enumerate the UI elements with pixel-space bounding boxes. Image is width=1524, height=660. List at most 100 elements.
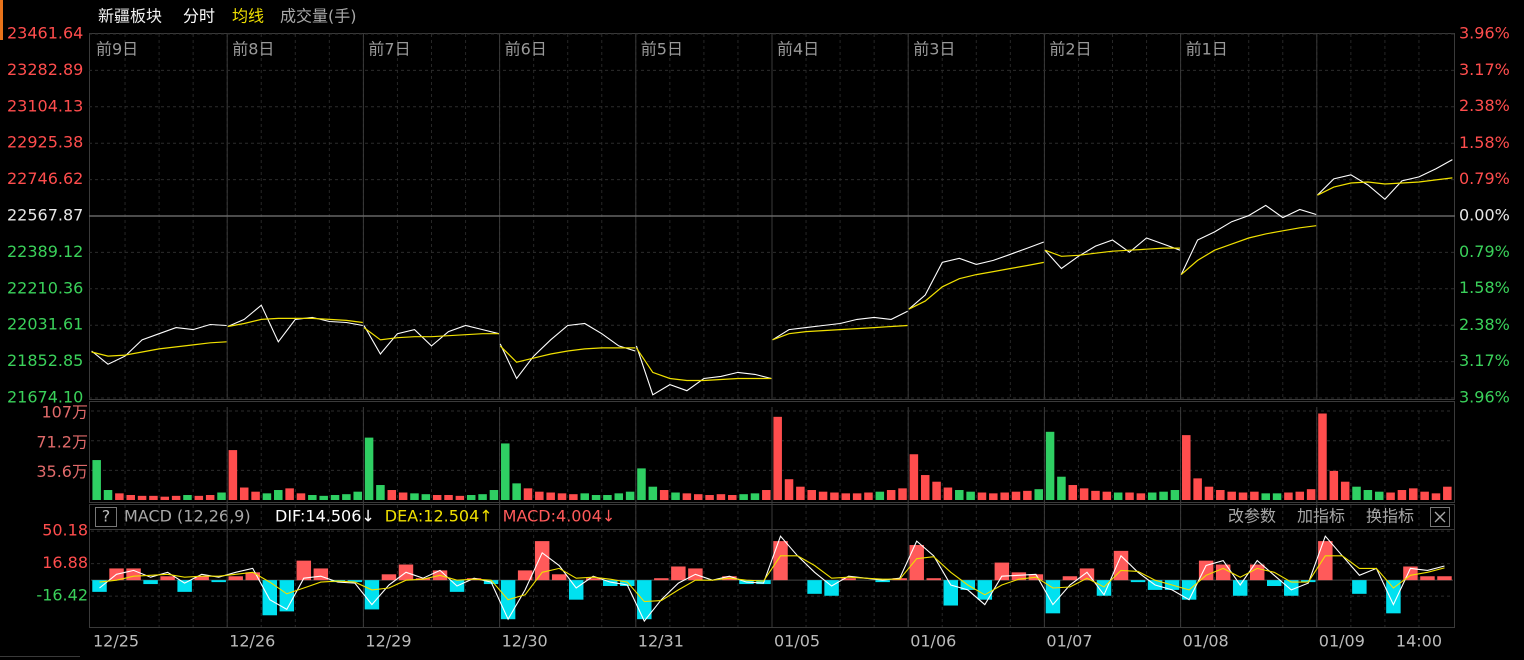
macd-bar	[211, 580, 226, 583]
y-tick-label: 50.18	[42, 521, 88, 540]
x-tick-label: 14:00	[1396, 632, 1442, 651]
y2-tick-label: 0.79%	[1459, 242, 1510, 261]
toolbar-button[interactable]: 加指标	[1297, 507, 1345, 526]
toolbar-button[interactable]: 改参数	[1228, 507, 1276, 526]
macd-bar	[1386, 580, 1401, 614]
volume-bar	[750, 493, 760, 500]
macd-bar	[313, 568, 329, 581]
volume-bar	[274, 490, 283, 500]
x-tick-label: 12/30	[502, 632, 548, 651]
volume-bar	[773, 416, 782, 500]
y2-tick-label: 1.58%	[1459, 133, 1510, 152]
close-button[interactable]	[1430, 507, 1450, 527]
volume-bar	[149, 495, 158, 500]
macd-bar	[1113, 550, 1129, 581]
volume-bar	[818, 491, 828, 500]
x-tick-label: 12/26	[229, 632, 275, 651]
day-label: 前3日	[913, 40, 955, 59]
macd-bar	[262, 580, 277, 616]
y2-tick-label: 0.00%	[1459, 206, 1510, 225]
macd-bar	[586, 578, 601, 581]
macd-bar	[568, 580, 584, 600]
volume-bar	[841, 493, 851, 500]
help-button[interactable]	[95, 507, 117, 527]
y-tick-label: -16.42	[36, 586, 88, 605]
volume-bar	[739, 494, 748, 500]
y-tick-label: 21852.85	[7, 351, 83, 370]
volume-title: 成交量(手)	[280, 7, 357, 26]
y-tick-label: 107万	[41, 403, 88, 422]
volume-bar	[1057, 476, 1066, 500]
volume-bar	[1023, 490, 1032, 500]
volume-bar	[398, 492, 408, 500]
volume-bar	[864, 492, 873, 500]
macd-title: MACD (12,26,9)	[124, 507, 251, 526]
volume-bar	[886, 490, 896, 500]
volume-bar	[444, 495, 453, 500]
volume-bar	[1068, 485, 1078, 500]
x-tick-label: 01/05	[774, 632, 820, 651]
macd-bar	[1011, 572, 1027, 581]
volume-bar	[625, 491, 635, 500]
macd-bar	[194, 576, 209, 581]
macd-bar	[977, 580, 993, 600]
macd-bar	[671, 566, 686, 581]
macd-bar	[364, 580, 380, 610]
volume-bar	[1113, 492, 1123, 500]
volume-bar	[1034, 489, 1043, 500]
macd-bar	[347, 580, 363, 583]
help-button-text[interactable]: ?	[102, 507, 111, 526]
volume-bar	[239, 487, 249, 500]
volume-bar	[943, 487, 953, 500]
macd-bar	[620, 580, 635, 587]
macd-bar	[994, 562, 1010, 581]
volume-bar	[1170, 490, 1180, 500]
volume-bar	[1159, 491, 1168, 500]
volume-bar	[92, 460, 101, 500]
macd-bar	[92, 580, 107, 592]
macd-bar	[909, 545, 924, 581]
volume-bar	[1193, 478, 1202, 500]
volume-bar	[421, 494, 431, 500]
volume-bar	[103, 490, 113, 500]
volume-bar	[569, 494, 578, 500]
y-tick-label: 22925.38	[7, 133, 83, 152]
macd-bar	[1352, 580, 1367, 594]
macd-bar	[1437, 576, 1452, 581]
y-tick-label: 21674.10	[7, 388, 83, 407]
macd-bar	[1232, 580, 1248, 596]
toolbar-button[interactable]: 换指标	[1366, 507, 1414, 526]
macd-bar	[1420, 576, 1435, 581]
volume-bar	[1374, 491, 1384, 500]
close-icon[interactable]	[1434, 511, 1446, 523]
volume-bar	[898, 488, 907, 500]
volume-bar	[1261, 493, 1270, 500]
volume-bar	[637, 468, 646, 500]
x-tick-label: 12/31	[638, 632, 684, 651]
x-tick-label: 01/09	[1319, 632, 1365, 651]
macd-bar	[228, 576, 243, 581]
volume-bar	[932, 481, 941, 500]
volume-bar	[535, 491, 544, 500]
macd-bar	[1249, 564, 1265, 581]
legend-entry: 均线	[232, 7, 264, 26]
y-tick-label: 22746.62	[7, 169, 83, 188]
series-line	[91, 177, 1453, 382]
volume-bar	[364, 437, 374, 500]
volume-bar	[183, 495, 192, 500]
volume-bar	[557, 493, 567, 500]
macd-bar	[807, 580, 822, 594]
macd-bar	[296, 560, 312, 581]
legend-entry: DIF:14.506↓	[275, 507, 375, 526]
y2-tick-label: 2.38%	[1459, 315, 1510, 334]
chart-title: 新疆板块	[98, 7, 162, 26]
volume-bar	[705, 495, 714, 500]
volume-bar	[1136, 493, 1146, 500]
volume-bar	[1284, 492, 1293, 500]
volume-bar	[830, 492, 839, 500]
y-tick-label: 22210.36	[7, 278, 83, 297]
day-label: 前7日	[368, 40, 410, 59]
volume-bar	[955, 490, 964, 500]
volume-bar	[1000, 492, 1009, 500]
